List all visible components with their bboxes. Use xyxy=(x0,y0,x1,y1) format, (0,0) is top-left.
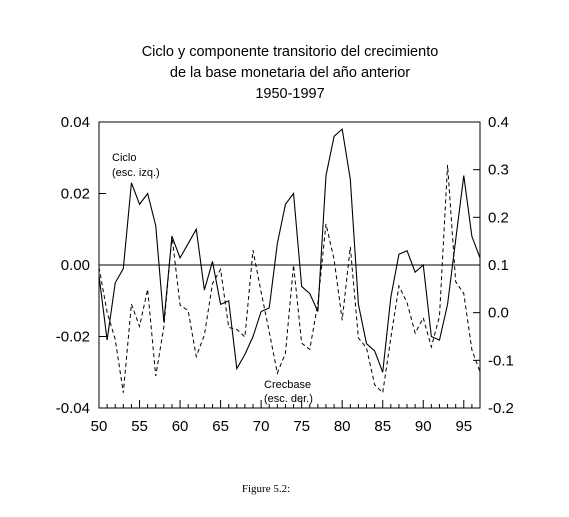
x-tick-label-75: 75 xyxy=(293,418,310,435)
x-tick-label-55: 55 xyxy=(131,418,148,435)
left-y-axis-tick-labels: 0.04 0.02 0.00 -0.02 -0.04 xyxy=(56,114,90,417)
right-y-tick-label: 0.3 xyxy=(488,162,509,179)
series-line-crecbase xyxy=(98,164,481,394)
series-label-ciclo-name: Ciclo xyxy=(112,152,136,164)
x-tick-label-65: 65 xyxy=(212,418,229,435)
left-y-tick-label: -0.04 xyxy=(56,400,90,417)
title-line-2: de la base monetaria del año anterior xyxy=(170,65,410,81)
title-line-1: Ciclo y componente transitorio del creci… xyxy=(142,44,439,60)
series-label-ciclo: Ciclo (esc. izq.) xyxy=(112,152,160,179)
x-tick-label-85: 85 xyxy=(374,418,391,435)
title-line-3: 1950-1997 xyxy=(255,86,324,102)
left-y-tick-label: 0.04 xyxy=(61,114,90,131)
right-y-axis-ticks xyxy=(473,121,480,409)
x-tick-label-80: 80 xyxy=(334,418,351,435)
series-line-ciclo xyxy=(98,128,481,373)
right-y-tick-label: -0.1 xyxy=(488,352,514,369)
left-y-tick-label: 0.00 xyxy=(61,257,90,274)
right-y-tick-label: 0.4 xyxy=(488,114,509,131)
left-y-tick-label: -0.02 xyxy=(56,329,90,346)
x-axis-tick-labels: 50 55 60 65 70 75 80 85 90 95 xyxy=(91,418,472,435)
left-y-axis-ticks xyxy=(99,121,106,409)
series-label-crecbase-scale: (esc. der.) xyxy=(264,393,313,405)
series-label-crecbase-name: Crecbase xyxy=(264,379,311,391)
x-tick-label-95: 95 xyxy=(455,418,472,435)
x-tick-label-90: 90 xyxy=(415,418,432,435)
right-y-tick-label: -0.2 xyxy=(488,400,514,417)
left-y-tick-label: 0.02 xyxy=(61,186,90,203)
right-y-tick-label: 0.0 xyxy=(488,305,509,322)
x-axis-ticks xyxy=(98,400,481,408)
right-y-axis-tick-labels: 0.4 0.3 0.2 0.1 0.0 -0.1 -0.2 xyxy=(488,114,514,417)
chart-title: Ciclo y componente transitorio del creci… xyxy=(142,44,439,102)
x-tick-label-50: 50 xyxy=(91,418,108,435)
x-tick-label-60: 60 xyxy=(172,418,189,435)
series-label-crecbase: Crecbase (esc. der.) xyxy=(264,379,313,405)
figure-caption: Figure 5.2: xyxy=(242,483,290,495)
series-label-ciclo-scale: (esc. izq.) xyxy=(112,167,160,179)
right-y-tick-label: 0.1 xyxy=(488,257,509,274)
x-tick-label-70: 70 xyxy=(253,418,270,435)
right-y-tick-label: 0.2 xyxy=(488,209,509,226)
